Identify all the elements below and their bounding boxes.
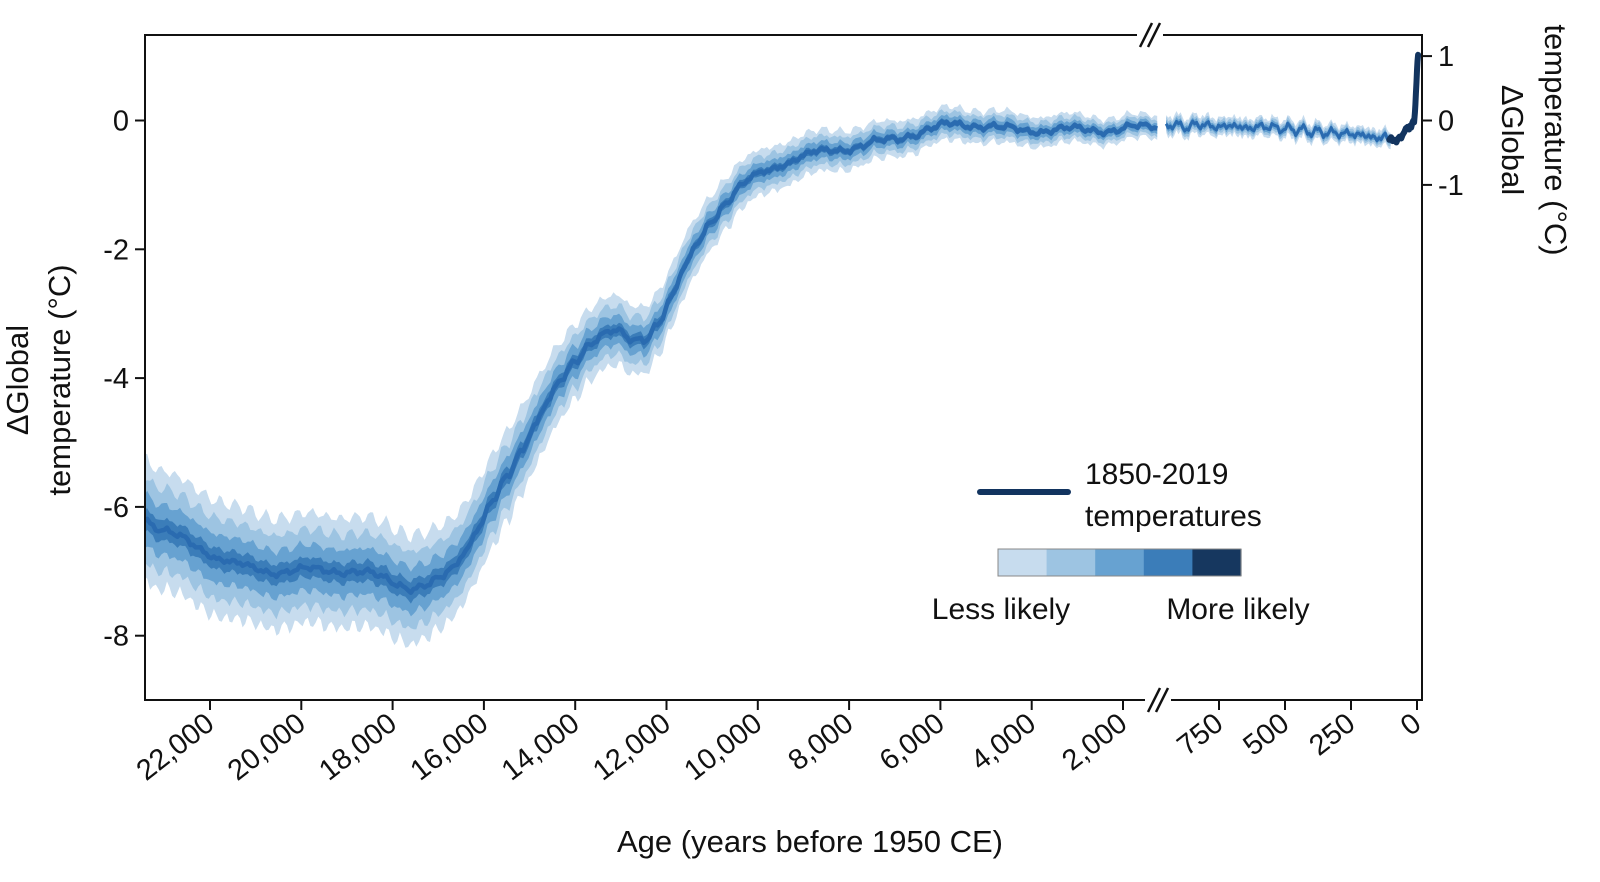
y-tick-label-left: 0 [113, 106, 129, 138]
x-tick-label: 250 [1303, 707, 1361, 762]
colorbar-outline [997, 548, 1242, 577]
y-axis-title-right-line1: ΔGlobal [1495, 85, 1530, 195]
colorbar-less-likely-label: Less likely [932, 593, 1070, 626]
colorbar-segment-3 [1095, 549, 1145, 576]
x-axis-title: Age (years before 1950 CE) [617, 824, 1003, 859]
colorbar-segment-4 [1143, 549, 1193, 576]
x-tick-label: 14,000 [496, 707, 586, 787]
colorbar-segment-1 [998, 549, 1048, 576]
colorbar-segment-5 [1192, 549, 1242, 576]
x-tick-label: 6,000 [874, 707, 951, 777]
uncertainty-band-level-4 [145, 118, 1158, 604]
colorbar-more-likely-label: More likely [1166, 593, 1309, 626]
median-line-zoom [1164, 119, 1392, 143]
x-tick-label: 0 [1395, 707, 1427, 742]
axis-break-mark [1137, 22, 1163, 48]
y-axis-title-right-line2: temperature (°C) [1538, 24, 1573, 255]
x-tick-label: 16,000 [405, 707, 495, 787]
axis-ticks [135, 55, 1432, 710]
y-tick-label-left: -4 [103, 363, 129, 395]
legend-line-label-line2: temperatures [1085, 500, 1262, 533]
x-tick-label: 750 [1171, 707, 1229, 762]
colorbar-segment-2 [1046, 549, 1096, 576]
x-tick-label: 12,000 [587, 707, 677, 787]
y-axis-title-left-line1: ΔGlobal [0, 325, 35, 435]
instrumental-line [1386, 51, 1422, 146]
x-tick-label: 2,000 [1056, 707, 1133, 777]
x-tick-label: 8,000 [783, 707, 860, 777]
axis-break-mark [1145, 687, 1171, 713]
y-tick-label-left: -6 [103, 492, 129, 524]
y-tick-label-left: -2 [103, 234, 129, 266]
legend [977, 489, 1242, 577]
x-tick-label: 4,000 [965, 707, 1042, 777]
legend-line-label-line1: 1850-2019 [1085, 458, 1228, 491]
x-tick-label: 22,000 [131, 707, 221, 787]
y-tick-label-right: 0 [1438, 106, 1454, 138]
plot-area [145, 51, 1422, 648]
y-tick-label-right: 1 [1438, 41, 1454, 73]
y-tick-label-right: -1 [1438, 170, 1464, 202]
x-tick-label: 18,000 [313, 707, 403, 787]
median-line [145, 119, 1159, 596]
y-tick-label-left: -8 [103, 621, 129, 653]
x-tick-label: 500 [1237, 707, 1295, 762]
y-axis-title-left-line2: temperature (°C) [42, 264, 77, 495]
x-tick-label: 20,000 [222, 707, 312, 787]
plot-frame [144, 34, 1423, 701]
x-tick-label: 10,000 [679, 707, 769, 787]
